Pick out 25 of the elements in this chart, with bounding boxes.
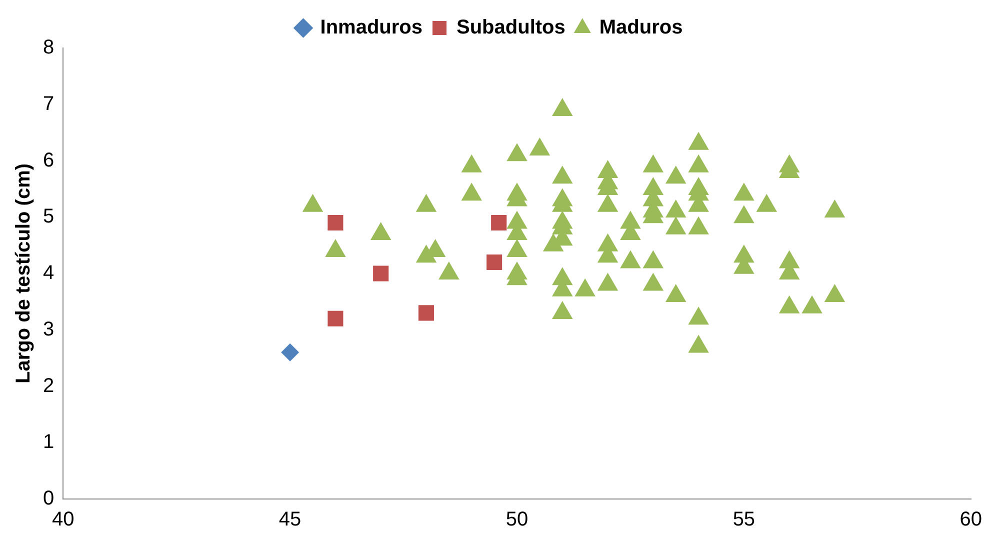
x-tick-label: 45 <box>278 508 302 531</box>
y-tick-label: 1 <box>43 431 54 454</box>
point <box>486 254 502 270</box>
y-tick-label: 4 <box>43 262 54 284</box>
point <box>328 310 344 326</box>
point <box>281 343 300 362</box>
y-tick-label: 6 <box>43 149 54 172</box>
x-tick-label: 40 <box>52 508 74 531</box>
y-tick-label: 3 <box>43 318 54 340</box>
y-tick-label: 0 <box>43 488 54 510</box>
y-tick-label: 5 <box>43 206 54 228</box>
y-axis-title: Largo de testículo (cm) <box>12 163 35 384</box>
point <box>418 305 434 321</box>
legend-label: Maduros <box>599 16 683 39</box>
x-tick-label: 55 <box>732 508 756 531</box>
legend-label: Inmaduros <box>320 16 423 39</box>
y-tick-label: 8 <box>43 36 54 59</box>
point <box>491 214 507 231</box>
legend-label: Subadultos <box>456 16 566 39</box>
y-tick-label: 7 <box>43 92 54 115</box>
point <box>328 214 344 231</box>
x-tick-label: 60 <box>960 508 982 531</box>
point <box>373 266 389 282</box>
y-tick-label: 2 <box>43 374 54 397</box>
x-tick-label: 50 <box>506 508 528 531</box>
